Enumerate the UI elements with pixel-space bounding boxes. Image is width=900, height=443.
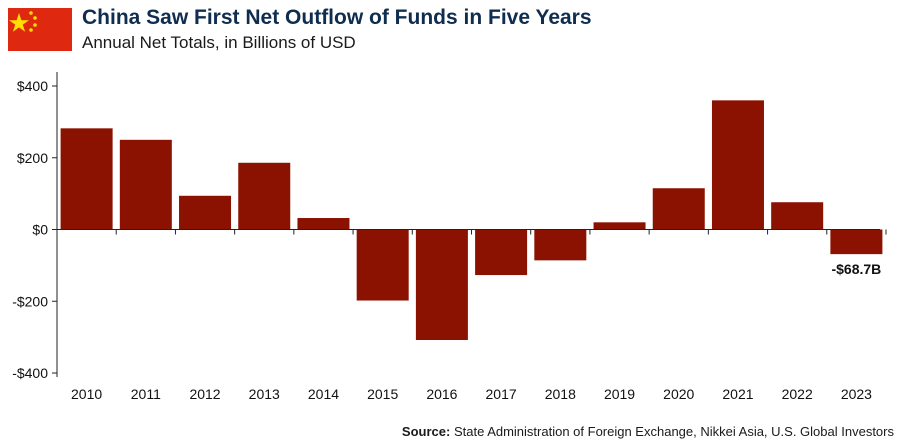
x-tick-label: 2013: [249, 386, 280, 402]
x-tick-label: 2010: [71, 386, 102, 402]
bar-2019: [593, 222, 646, 230]
y-tick-label: $400: [17, 78, 48, 94]
bar-2021: [711, 100, 764, 230]
x-tick-label: 2023: [841, 386, 872, 402]
page-title: China Saw First Net Outflow of Funds in …: [82, 6, 592, 29]
x-tick-label: 2020: [663, 386, 694, 402]
bar-2022: [771, 202, 824, 230]
bar-2012: [179, 195, 232, 230]
bar-2013: [238, 162, 291, 230]
bar-2020: [652, 188, 705, 230]
data-label: -$68.7B: [831, 261, 881, 277]
bar-2023: [830, 229, 883, 255]
source-label: Source:: [401, 424, 451, 439]
x-tick-label: 2016: [426, 386, 457, 402]
source-text: State Administration of Foreign Exchange…: [450, 424, 894, 439]
x-tick-label: 2019: [604, 386, 635, 402]
source-note: Source: State Administration of Foreign …: [402, 424, 894, 439]
y-tick-label: $0: [32, 222, 48, 238]
x-tick-label: 2015: [367, 386, 398, 402]
x-tick-label: 2012: [189, 386, 220, 402]
bar-2016: [415, 229, 468, 340]
x-tick-label: 2022: [782, 386, 813, 402]
y-tick-label: $200: [17, 150, 48, 166]
y-tick-label: -$400: [12, 365, 48, 381]
x-tick-label: 2014: [308, 386, 339, 402]
bar-2017: [475, 229, 528, 276]
bar-2010: [60, 128, 113, 230]
x-tick-label: 2018: [545, 386, 576, 402]
page-subtitle: Annual Net Totals, in Billions of USD: [82, 33, 356, 52]
x-tick-label: 2021: [722, 386, 753, 402]
x-tick-label: 2017: [486, 386, 517, 402]
china-flag-icon: [8, 8, 72, 51]
y-tick-label: -$200: [12, 293, 48, 309]
x-tick-label: 2011: [131, 386, 161, 402]
bar-2011: [119, 139, 172, 230]
bar-2015: [356, 229, 409, 301]
bar-2014: [297, 218, 350, 230]
bar-2018: [534, 229, 587, 261]
